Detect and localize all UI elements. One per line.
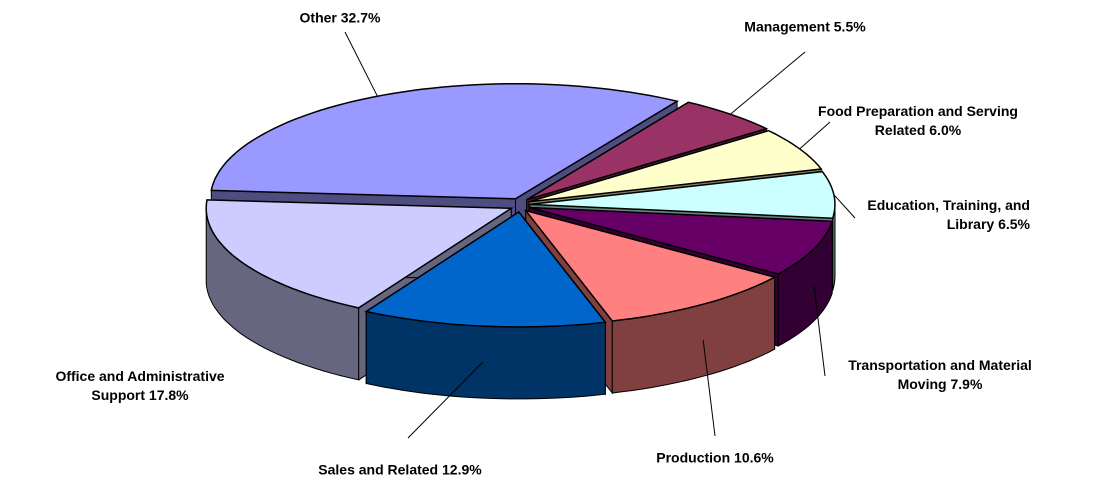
value-label: 12.9% [442,461,482,478]
value-label: 7.9% [950,376,983,392]
leader-line [730,51,806,115]
leader-line [813,284,826,377]
leader-line [702,340,716,437]
category-name: Sales and Related [318,461,439,478]
value-label: 17.8% [148,387,189,403]
data-label: Food Preparation and Serving Related 6.0… [818,102,1018,140]
value-label: 6.0% [929,122,962,138]
leader-line [833,194,856,219]
leader-line [407,361,484,439]
value-label: 10.6% [734,449,774,466]
category-name: Office and Administrative Support [55,368,225,403]
leader-line [799,121,831,150]
slice [529,206,834,275]
data-label: Education, Training, and Library 6.5% [840,196,1030,234]
data-label: Transportation and Material Moving 7.9% [830,356,1050,394]
data-label: Management 5.5% [695,18,915,37]
slice [364,210,607,328]
category-name: Transportation and Material Moving [848,357,1032,392]
data-label: Production 10.6% [615,449,815,468]
leader-line [344,31,378,97]
category-name: Food Preparation and Serving Related [818,103,1018,138]
value-label: 6.5% [998,216,1030,232]
slice [205,199,514,309]
data-label: Office and Administrative Support 17.8% [40,367,240,405]
category-name: Other [299,9,337,26]
slice [523,209,777,322]
value-label: 5.5% [833,18,866,35]
category-name: Production [656,449,731,466]
slice [210,83,680,200]
category-name: Management [744,18,830,35]
category-name: Education, Training, and Library [867,197,1030,232]
value-label: 32.7% [340,9,381,26]
data-label: Other 32.7% [240,9,440,28]
data-label: Sales and Related 12.9% [270,461,530,480]
slice [528,129,823,203]
